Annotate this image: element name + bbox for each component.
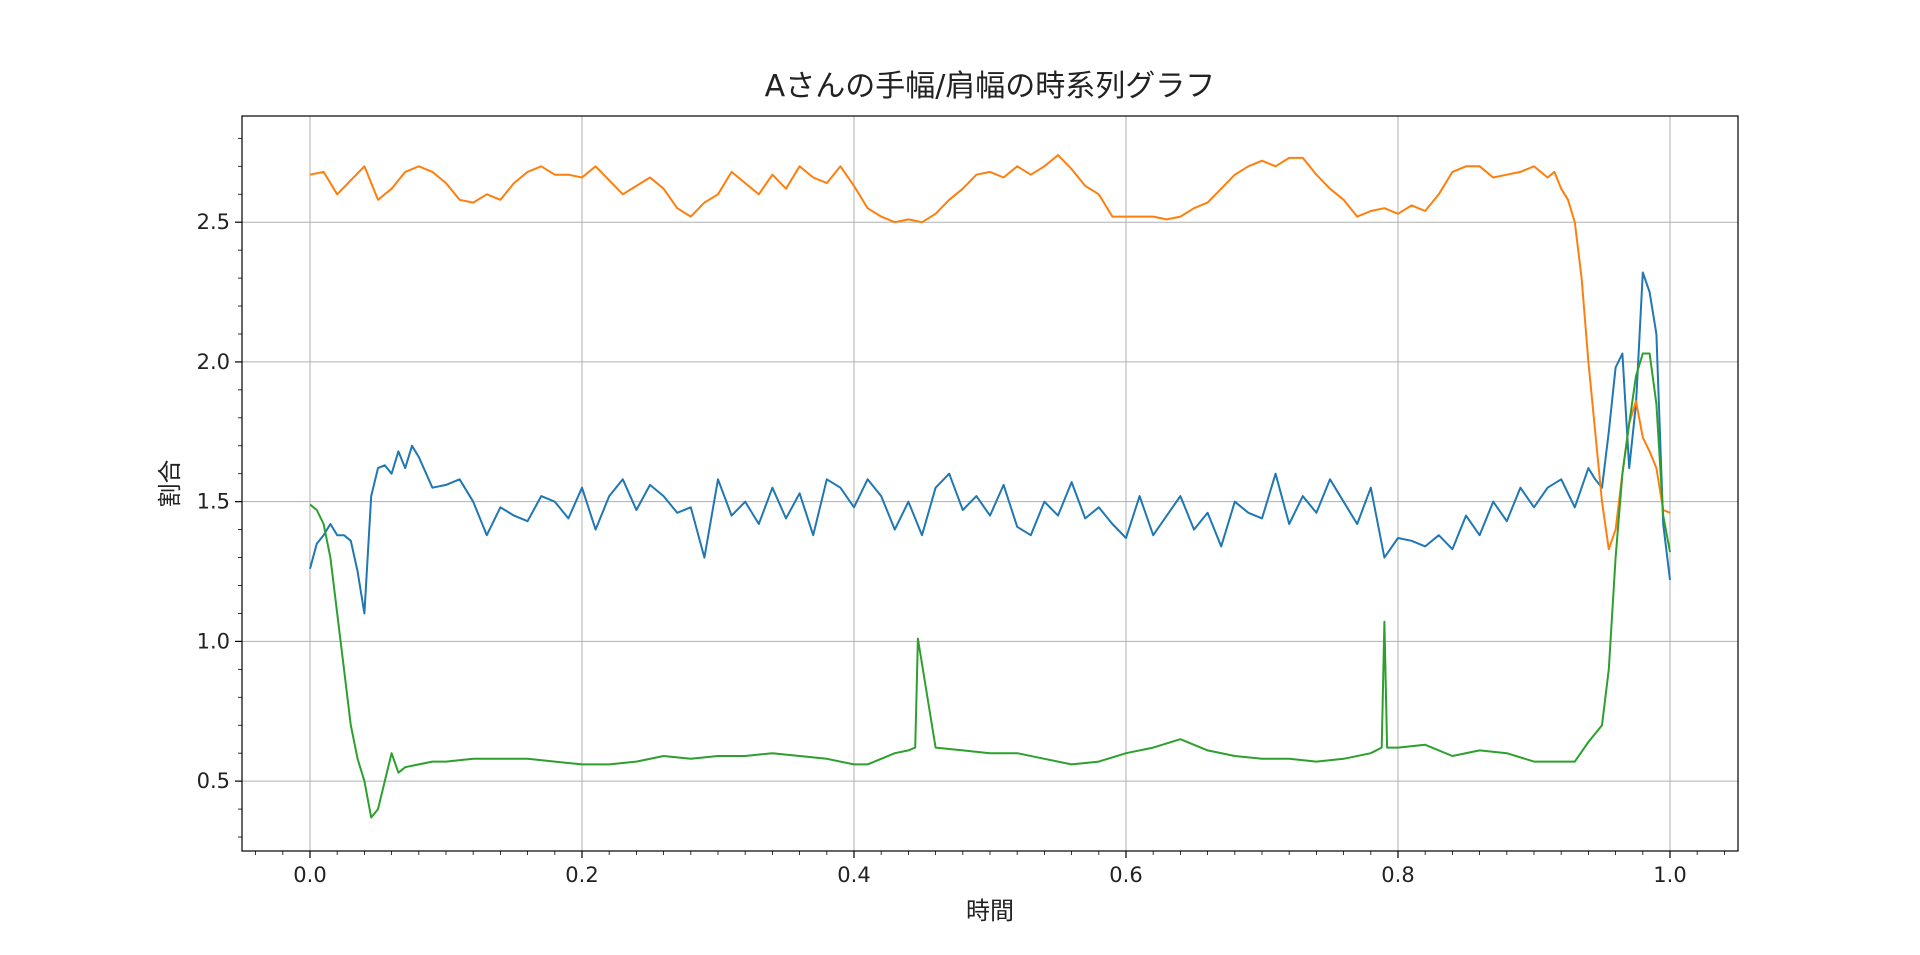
chart-title: Aさんの手幅/肩幅の時系列グラフ [765,69,1216,104]
x-tick-label: 0.8 [1381,863,1414,887]
x-tick-label: 0.6 [1109,863,1142,887]
x-tick-label: 0.4 [837,863,870,887]
x-tick-label: 0.0 [293,863,326,887]
x-axis-label: 時間 [966,897,1014,925]
grid [242,116,1738,851]
x-tick-label: 1.0 [1653,863,1686,887]
ticks: 0.0 0.2 0.4 0.6 0.8 1.0 0.5 1.0 1.5 2.0 2.5 [197,137,1725,887]
y-tick-label: 0.5 [197,769,230,793]
y-tick-label: 2.5 [197,210,230,234]
series-line-1 [309,271,1671,615]
y-tick-label: 1.5 [197,490,230,514]
y-tick-label: 2.0 [197,350,230,374]
series-line-2 [309,154,1671,551]
plot-frame [241,115,1739,852]
y-axis-label: 割合 [156,460,184,508]
y-tick-label: 1.0 [197,629,230,653]
series-line-3 [309,352,1671,819]
x-tick-label: 0.2 [565,863,598,887]
series-layer [309,154,1671,819]
